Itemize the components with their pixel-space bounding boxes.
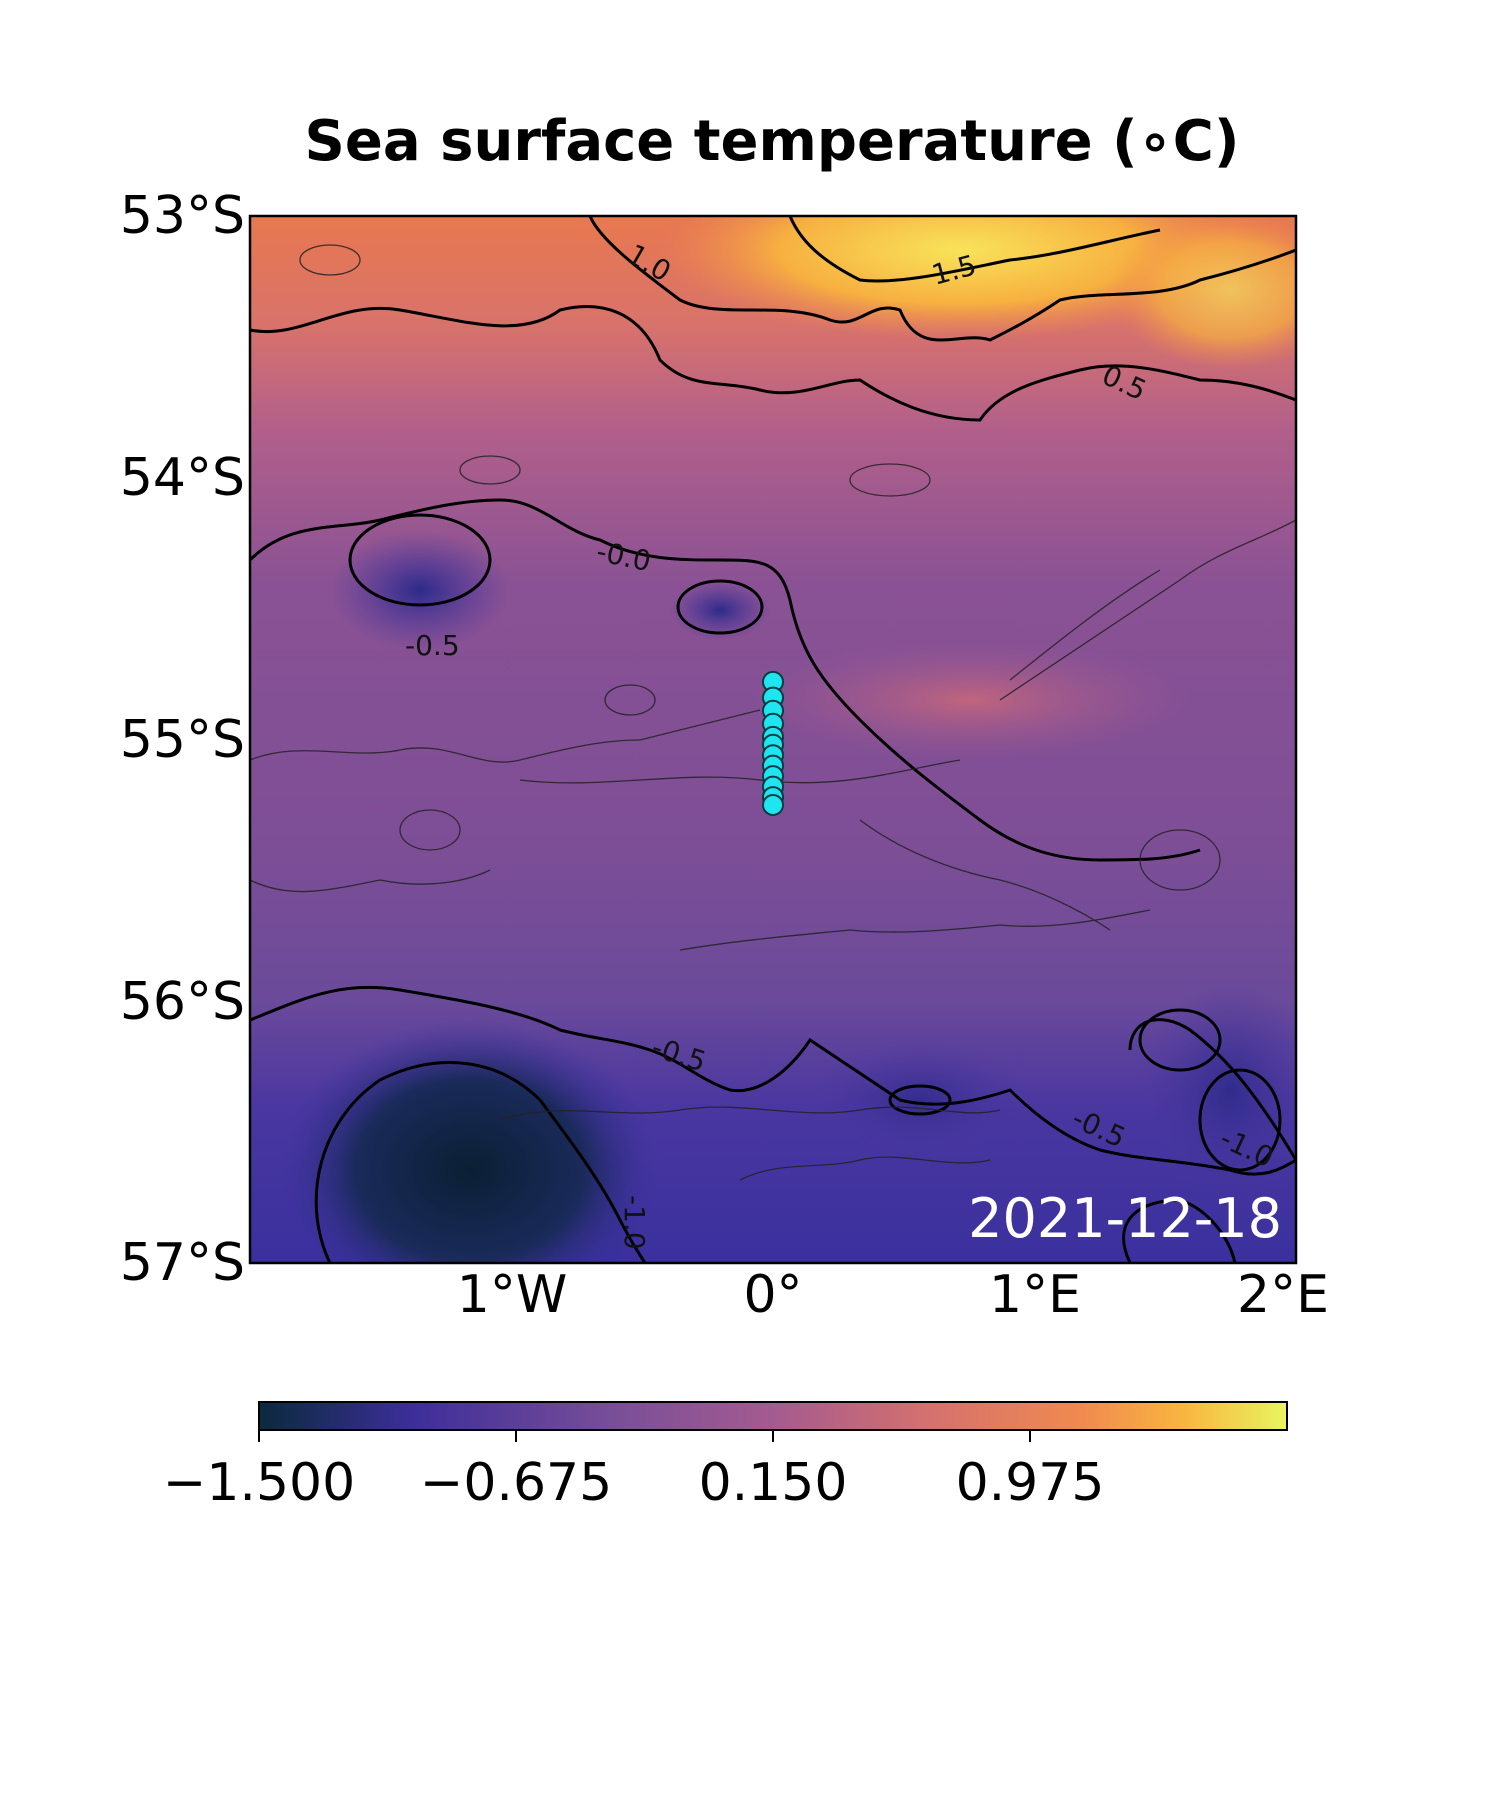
contour-label: -0.5 (405, 629, 460, 662)
figure-title: Sea surface temperature (∘C) (305, 109, 1240, 174)
lon-tick-label: 1°E (989, 1265, 1081, 1325)
contour-lines-major (250, 216, 1296, 1263)
lat-tick-label: 53°S (120, 186, 245, 246)
map-frame (248, 214, 1298, 1265)
latitude-ticks: 53°S 54°S 55°S 56°S 57°S (120, 186, 245, 1293)
lat-tick-label: 56°S (120, 972, 245, 1032)
cold-eddy-west (330, 530, 510, 650)
lon-tick-label: 1°W (457, 1265, 568, 1325)
lat-tick-label: 55°S (120, 710, 245, 770)
longitude-ticks: 1°W 0° 1°E 2°E (457, 1265, 1329, 1325)
colorbar-tick-label: 0.975 (956, 1453, 1105, 1513)
lon-tick-label: 0° (743, 1265, 802, 1325)
colorbar-ticks: −1.500 −0.675 0.150 0.975 (163, 1430, 1105, 1513)
contour-lines-minor (250, 244, 1296, 1181)
colorbar-tick-label: 0.150 (699, 1453, 848, 1513)
colorbar-tick-label: −0.675 (420, 1453, 612, 1513)
station-points (762, 670, 784, 816)
date-label: 2021-12-18 (968, 1187, 1282, 1250)
lon-tick-label: 2°E (1237, 1265, 1329, 1325)
colorbar-tick-label: −1.500 (163, 1453, 355, 1513)
colorbar: −1.500 −0.675 0.150 0.975 (163, 1401, 1288, 1513)
sst-map: 1.0 1.5 0.5 -0.0 -0.5 -0.5 -0.5 -1.0 -1.… (250, 216, 1296, 1263)
cold-eddy-center (670, 580, 770, 640)
lat-tick-label: 57°S (120, 1233, 245, 1293)
cold-region-southwest (280, 1020, 660, 1263)
warm-filament-east (750, 640, 1190, 760)
colorbar-gradient (258, 1401, 1288, 1431)
station-point (762, 793, 784, 816)
contour-label: -1.0 (618, 1195, 651, 1250)
lat-tick-label: 54°S (120, 448, 245, 508)
